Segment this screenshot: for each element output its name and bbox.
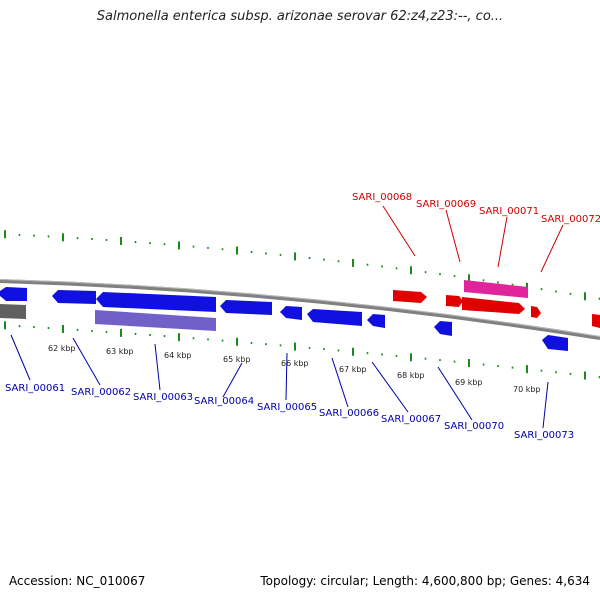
label-sari-00068[interactable]: SARI_00068 xyxy=(352,192,412,203)
label-sari-00071[interactable]: SARI_00071 xyxy=(479,206,539,217)
rna-feature-purple[interactable] xyxy=(95,310,216,331)
label-sari-00064[interactable]: SARI_00064 xyxy=(194,396,254,407)
map-title: Salmonella enterica subsp. arizonae sero… xyxy=(96,9,504,24)
label-sari-00070[interactable]: SARI_00070 xyxy=(444,421,504,432)
label-sari-00061[interactable]: SARI_00061 xyxy=(5,383,65,394)
label-sari-00066[interactable]: SARI_00066 xyxy=(319,408,379,419)
kbp-label: 62 kbp xyxy=(48,344,76,353)
kbp-label: 68 kbp xyxy=(397,371,425,380)
accession-text: Accession: NC_010067 xyxy=(9,574,146,588)
inner-tick-ring xyxy=(4,321,600,380)
kbp-label: 69 kbp xyxy=(455,378,483,387)
kbp-label: 66 kbp xyxy=(281,359,309,368)
gene-sari-00066[interactable] xyxy=(307,309,362,326)
kbp-label: 67 kbp xyxy=(339,365,367,374)
gene-red-edge[interactable] xyxy=(592,314,600,328)
label-sari-00063[interactable]: SARI_00063 xyxy=(133,392,193,403)
gene-sari-00071[interactable] xyxy=(462,297,525,314)
gene-sari-00067[interactable] xyxy=(367,314,385,328)
label-sari-00073[interactable]: SARI_00073 xyxy=(514,430,574,441)
rna-feature-pink[interactable] xyxy=(464,280,528,298)
label-sari-00072[interactable]: SARI_00072 xyxy=(541,214,600,225)
kbp-label: 65 kbp xyxy=(223,355,251,364)
gene-sari-00065[interactable] xyxy=(280,306,302,320)
label-sari-00069[interactable]: SARI_00069 xyxy=(416,199,476,210)
kbp-label: 64 kbp xyxy=(164,351,192,360)
gene-sari-00062[interactable] xyxy=(52,290,96,304)
label-sari-00062[interactable]: SARI_00062 xyxy=(71,387,131,398)
genome-backbone xyxy=(0,279,600,340)
gene-sari-00070[interactable] xyxy=(434,321,452,336)
gray-feature[interactable] xyxy=(0,304,26,319)
gene-sari-00069[interactable] xyxy=(446,295,463,307)
gene-sari-00063[interactable] xyxy=(96,292,216,312)
label-sari-00067[interactable]: SARI_00067 xyxy=(381,414,441,425)
gene-sari-00064[interactable] xyxy=(220,300,272,315)
gene-sari-00061[interactable] xyxy=(0,287,27,301)
outer-tick-ring xyxy=(4,230,600,301)
kbp-label: 70 kbp xyxy=(513,385,541,394)
gene-sari-00072[interactable] xyxy=(531,306,541,318)
gene-sari-00068[interactable] xyxy=(393,290,427,303)
label-sari-00065[interactable]: SARI_00065 xyxy=(257,402,317,413)
gene-sari-00073[interactable] xyxy=(542,335,568,351)
genome-stats-text: Topology: circular; Length: 4,600,800 bp… xyxy=(260,574,590,588)
kbp-label: 63 kbp xyxy=(106,347,134,356)
